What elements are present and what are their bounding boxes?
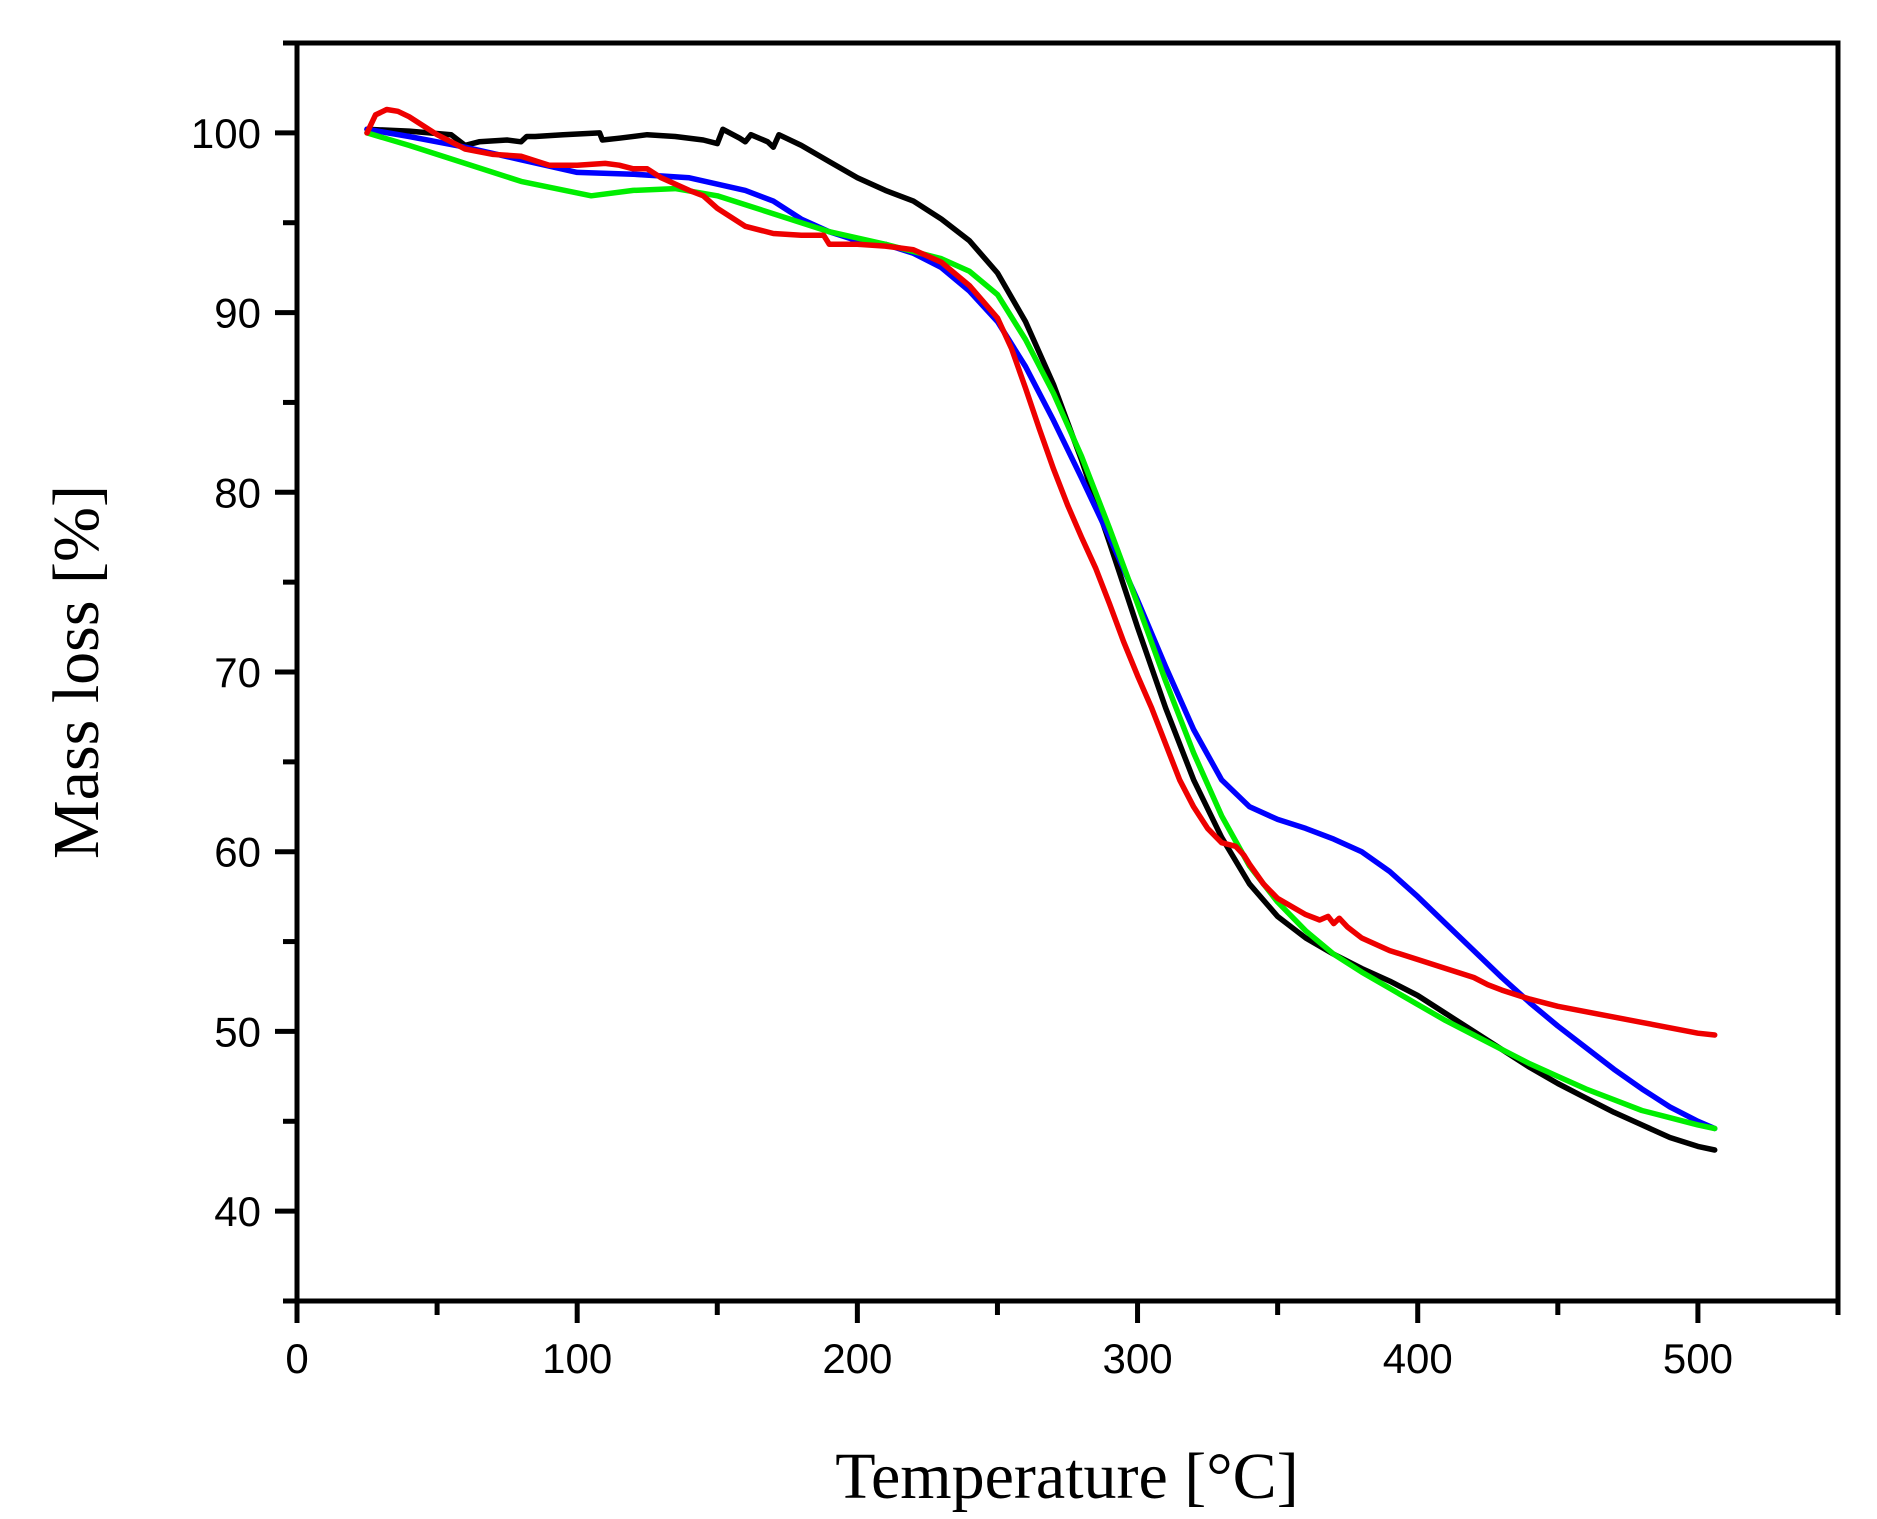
ticks-layer: 0 100 200 300 400 500 40 50 60 70 80 90 100 <box>191 40 1841 1382</box>
x-tick-label: 400 <box>1383 1335 1453 1382</box>
y-tick-label: 80 <box>214 469 261 516</box>
plot-frame <box>294 40 1841 1304</box>
series-layer <box>364 106 1718 1153</box>
x-tick-label: 300 <box>1103 1335 1173 1382</box>
y-tick-label: 90 <box>214 290 261 337</box>
series-line-red <box>364 106 1718 1038</box>
x-tick-label: 100 <box>542 1335 612 1382</box>
x-tick-label: 500 <box>1663 1335 1733 1382</box>
y-tick-label: 40 <box>214 1188 261 1235</box>
y-tick-label: 60 <box>214 829 261 876</box>
y-tick-label: 100 <box>191 110 261 157</box>
series-line-black <box>364 126 1718 1153</box>
x-axis-title: Temperature [°C] <box>835 1440 1298 1513</box>
series-line-green <box>364 130 1718 1132</box>
series-line-blue <box>364 126 1718 1132</box>
x-tick-label: 0 <box>285 1335 308 1382</box>
y-axis-title: Mass loss [%] <box>40 485 113 859</box>
y-tick-label: 70 <box>214 649 261 696</box>
x-tick-label: 200 <box>822 1335 892 1382</box>
y-tick-label: 50 <box>214 1008 261 1055</box>
